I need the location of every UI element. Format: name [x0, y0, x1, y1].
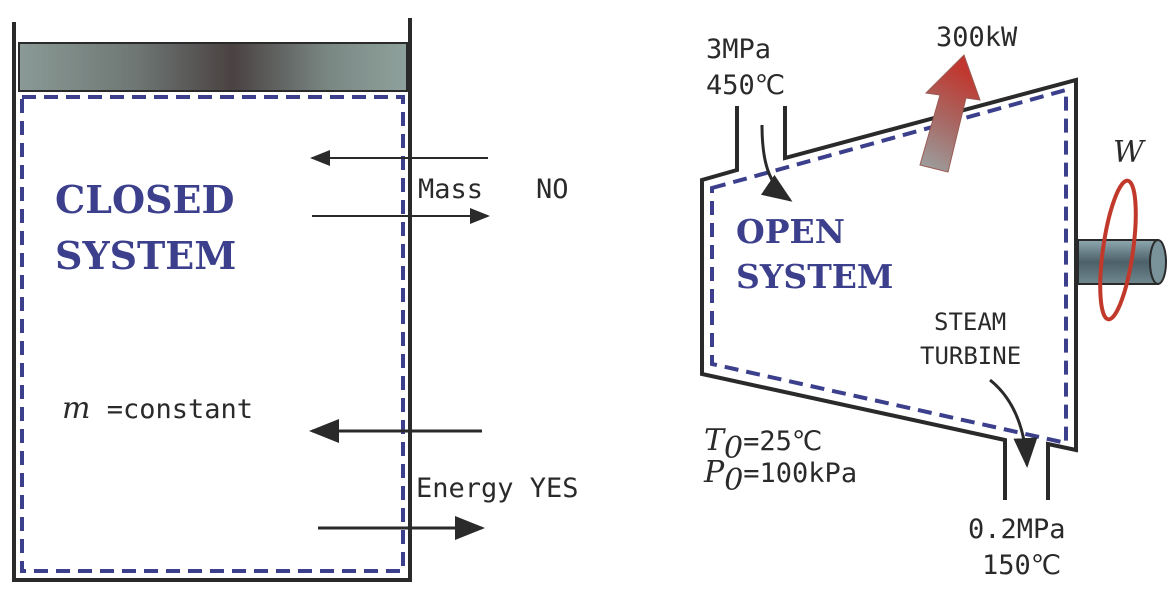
heat-loss-arrow — [919, 54, 981, 173]
turbine-casing-top — [783, 77, 1078, 500]
inlet-flow-arrow — [760, 124, 793, 202]
mass-value: NO — [536, 174, 569, 205]
work-rotation-icon — [1098, 178, 1138, 322]
container-wall — [12, 18, 412, 582]
mass-constant-label: m =constant — [62, 391, 253, 426]
m-constant-text: =constant — [90, 394, 253, 425]
energy-label: Energy YES — [416, 473, 579, 504]
piston — [18, 42, 408, 92]
inlet-temp: 450℃ — [706, 70, 785, 101]
closed-system-boundary — [20, 95, 405, 573]
inlet-pressure: 3MPa — [706, 34, 771, 65]
t0-value: =25℃ — [743, 426, 822, 457]
device-label-line1: STEAM — [934, 308, 1006, 336]
dead-state-pressure: P0=100kPa — [703, 455, 857, 498]
t0-subscript: 0 — [724, 431, 743, 466]
work-symbol: W — [1113, 135, 1146, 170]
mass-label: Mass — [418, 174, 483, 205]
open-system: W 3MPa 450℃ 300kW OPEN SYSTEM STEAM TURB… — [700, 22, 1167, 581]
outlet-temp: 150℃ — [982, 550, 1061, 581]
p0-value: =100kPa — [743, 458, 857, 489]
shaft-end — [1149, 239, 1167, 285]
closed-system: CLOSED SYSTEM Mass NO m =constant Energy… — [12, 18, 579, 582]
heat-loss-label: 300kW — [936, 22, 1018, 53]
outlet-pressure: 0.2MPa — [968, 514, 1066, 545]
turbine-casing — [700, 106, 1007, 500]
turbine-shaft — [1077, 239, 1159, 285]
exhaust-flow-arrow — [989, 378, 1038, 468]
open-system-title-line1: OPEN — [736, 212, 845, 251]
device-label-line2: TURBINE — [920, 342, 1021, 370]
closed-system-title-line2: SYSTEM — [55, 233, 236, 278]
m-symbol: m — [62, 391, 90, 426]
t0-symbol: T — [704, 423, 726, 458]
dead-state-temperature: T0=25℃ — [704, 423, 822, 466]
p0-symbol: P — [703, 455, 725, 490]
closed-system-title-line1: CLOSED — [55, 177, 234, 222]
p0-subscript: 0 — [724, 463, 743, 498]
open-system-title-line2: SYSTEM — [736, 257, 893, 296]
